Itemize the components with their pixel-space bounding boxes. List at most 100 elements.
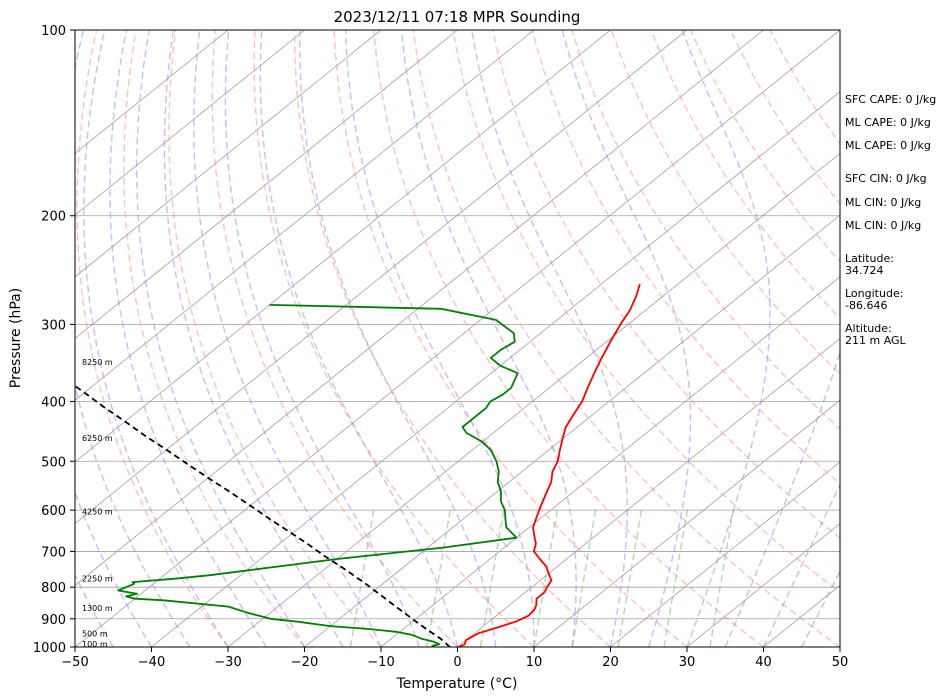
dry-adiabat-line — [452, 30, 840, 594]
moist-adiabat-line — [681, 30, 771, 647]
height-label: 4250 m — [82, 507, 113, 516]
moist-adiabat-line — [344, 30, 535, 647]
annotation-text: ML CIN: 0 J/kg — [845, 219, 921, 232]
moist-adiabat-line — [259, 30, 459, 647]
mixing-ratio-line — [479, 510, 505, 647]
sounding-annotations: SFC CAPE: 0 J/kg ML CAPE: 0 J/kg ML CAPE: … — [845, 93, 936, 347]
height-labels: 100 m 500 m 1300 m 2250 m 4250 m 6250 m 8250 m — [82, 358, 113, 649]
y-tick-label: 800 — [41, 581, 66, 596]
moist-adiabat-line — [109, 30, 267, 647]
isotherm-line — [75, 30, 305, 216]
dry-adiabat-line — [571, 30, 840, 430]
dry-adiabat-line — [531, 30, 840, 485]
x-tick-label: 20 — [602, 655, 619, 670]
isotherm-line — [227, 152, 840, 647]
moist-adiabat-line — [299, 30, 497, 647]
x-tick-label: −20 — [291, 655, 318, 670]
y-tick-label: 700 — [41, 545, 66, 560]
x-tick-label: −50 — [61, 655, 88, 670]
isotherm-line — [75, 30, 458, 340]
moist-adiabat-line — [471, 30, 628, 647]
dry-adiabat-line — [168, 30, 382, 647]
dry-adiabat-line — [76, 30, 229, 647]
x-tick-label: −30 — [214, 655, 241, 670]
isotherm-line — [151, 91, 840, 647]
isotherm-line — [75, 30, 382, 278]
dry-adiabat-line — [610, 30, 840, 375]
mixing-ratio-line — [709, 510, 734, 647]
dry-adiabat-line — [211, 30, 458, 647]
y-tick-label: 100 — [41, 24, 66, 39]
mixing-ratio-line — [571, 510, 597, 647]
mixing-ratio-line — [426, 510, 451, 647]
isotherm-line — [304, 214, 840, 647]
isotherm-line — [533, 399, 840, 647]
moist-adiabat-line — [724, 30, 840, 647]
annotation-text: Longitude: — [845, 287, 903, 300]
temperature-trace — [458, 283, 641, 647]
chart-title: 2023/12/11 07:18 MPR Sounding — [334, 8, 581, 26]
y-tick-label: 900 — [41, 613, 66, 628]
moist-adiabat-line — [801, 569, 840, 647]
dewpoint-trace — [117, 304, 519, 647]
isotherm-line — [610, 461, 840, 647]
parcel-trace — [75, 385, 451, 647]
annotation-text: -86.646 — [845, 299, 887, 312]
x-tick-label: 30 — [679, 655, 696, 670]
moist-adiabat-line — [193, 30, 382, 647]
x-tick-label: 50 — [832, 655, 849, 670]
isotherm-line — [686, 523, 840, 647]
height-label: 500 m — [82, 629, 108, 638]
moist-adiabat-line — [561, 30, 692, 647]
isotherm-line — [75, 30, 840, 647]
dry-adiabat-line — [293, 30, 611, 647]
annotation-text: Altitude: — [845, 322, 892, 335]
annotation-text: ML CIN: 0 J/kg — [845, 196, 921, 209]
height-label: 2250 m — [82, 575, 113, 584]
dry-adiabat-line — [123, 30, 306, 647]
annotation-text: SFC CAPE: 0 J/kg — [845, 93, 936, 106]
sounding-traces — [75, 283, 641, 647]
dry-adiabat-line — [373, 30, 764, 647]
height-label: 6250 m — [82, 434, 113, 443]
moist-adiabat-line — [163, 30, 344, 647]
x-tick-label: −40 — [138, 655, 165, 670]
mixing-ratio-line — [533, 510, 558, 647]
y-tick-label: 1000 — [33, 641, 66, 656]
isotherm-line — [75, 30, 688, 525]
isotherm-line — [75, 30, 611, 463]
isotherm-line — [75, 30, 535, 401]
moist-adiabat-line — [75, 30, 191, 647]
dry-adiabat-line — [491, 30, 840, 539]
height-label: 1300 m — [82, 604, 113, 613]
annotation-text: 211 m AGL — [845, 334, 907, 347]
y-tick-label: 300 — [41, 318, 66, 333]
annotation-text: SFC CIN: 0 J/kg — [845, 172, 927, 185]
dry-adiabat-line — [412, 30, 840, 647]
y-axis-label: Pressure (hPa) — [8, 288, 24, 388]
x-tick-label: −10 — [367, 655, 394, 670]
y-tick-label: 500 — [41, 455, 66, 470]
height-label: 8250 m — [82, 358, 113, 367]
moist-adiabat-line — [135, 30, 306, 647]
annotation-text: 34.724 — [845, 264, 884, 277]
isotherm-line — [380, 276, 840, 647]
moist-adiabat-line — [762, 483, 840, 647]
dry-adiabat-line — [253, 30, 535, 647]
x-tick-label: 10 — [526, 655, 543, 670]
moist-adiabat-line — [224, 30, 420, 647]
annotation-text: ML CAPE: 0 J/kg — [845, 139, 931, 152]
y-tick-label: 400 — [41, 395, 66, 410]
annotation-text: Latitude: — [845, 252, 894, 265]
x-tick-label: 0 — [453, 655, 461, 670]
isotherm-line — [457, 337, 840, 647]
isotherm-line — [75, 30, 764, 586]
y-axis: 1000 900 800 700 600 500 400 300 200 100 — [33, 24, 75, 656]
y-tick-label: 600 — [41, 504, 66, 519]
y-tick-label: 200 — [41, 210, 66, 225]
mixing-ratio-line — [617, 510, 643, 647]
moist-adiabat-line — [75, 573, 114, 647]
background-lines — [75, 30, 840, 647]
x-axis-label: Temperature (°C) — [396, 676, 518, 692]
